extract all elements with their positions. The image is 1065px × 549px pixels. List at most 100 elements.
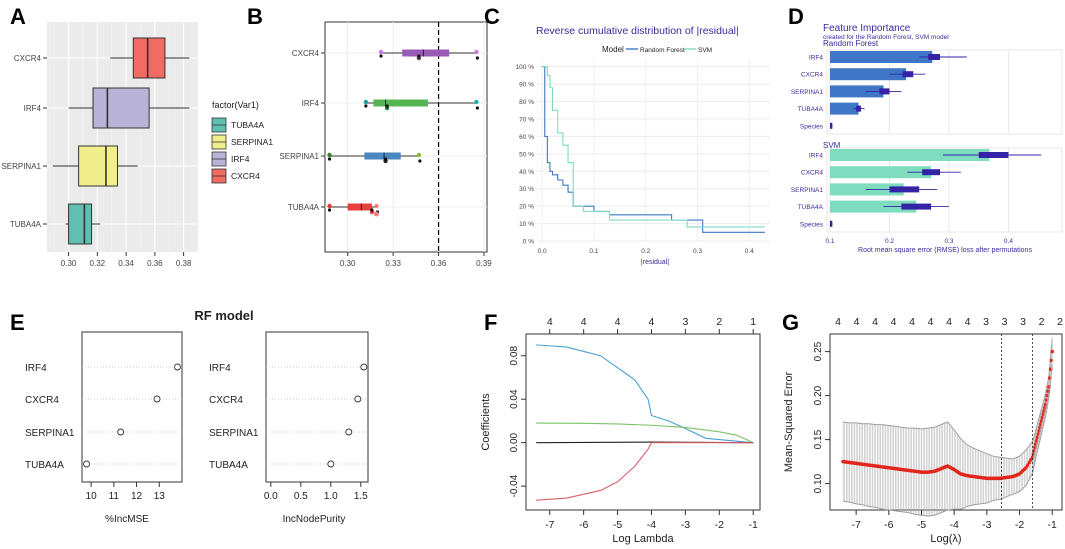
top-tick-label: 4	[946, 316, 952, 328]
x-tick-label: 0.38	[176, 259, 192, 268]
point-irf4	[475, 106, 480, 110]
point-serpina1	[416, 152, 422, 158]
box-irf4	[92, 87, 150, 129]
bar-cxcr4	[829, 68, 907, 81]
y-tick-label: 100 %	[516, 64, 535, 71]
panel-e: E RF model IRF4 CXCR4 SERPINA1 TUBA4A 10 11 12 13…	[10, 308, 369, 525]
chart-title: Reverse cumulative distribution of |resi…	[536, 25, 739, 37]
point-irf4	[385, 104, 389, 108]
y-tick-label: 60 %	[519, 134, 534, 141]
x-tick-label: 0.3	[944, 238, 953, 245]
box-irf4	[373, 99, 428, 107]
box-irf4	[978, 152, 1009, 158]
y-tick-label: TUBA4A	[209, 460, 248, 471]
top-tick-label: 4	[547, 316, 553, 328]
y-tick-label: SERPINA1	[791, 89, 824, 96]
y-tick-label: 0 %	[523, 239, 534, 246]
mse-point	[1024, 465, 1028, 470]
coef-path-blue	[536, 344, 754, 444]
bar-cxcr4	[829, 166, 932, 179]
point-tuba4a	[373, 211, 379, 217]
x-tick-label: 0.30	[61, 259, 77, 268]
x-axis-label: Root mean square error (RMSE) loss after…	[858, 247, 1032, 254]
group-label: Random Forest	[823, 39, 879, 48]
x-tick-label: 0.0	[264, 491, 278, 502]
y-tick-label: 10 %	[519, 221, 534, 228]
x-tick-label: -2	[715, 519, 724, 531]
point-cxcr4	[417, 54, 421, 58]
y-tick-label: 0.10	[813, 473, 824, 493]
point-irf4	[360, 363, 368, 371]
panel-letter-g: G	[782, 310, 799, 335]
top-tick-label: 4	[615, 316, 621, 328]
panel-letter-b: B	[247, 4, 263, 29]
box-serpina1	[364, 152, 401, 160]
x-axis-label: |residual|	[641, 259, 669, 266]
plot-frame	[324, 21, 488, 253]
x-tick-label: 0.33	[385, 259, 401, 268]
y-tick-label: IRF4	[809, 55, 823, 62]
y-tick-label: CXCR4	[801, 72, 823, 79]
legend-label-irf4: IRF4	[231, 154, 250, 164]
box-tuba4a	[347, 203, 372, 211]
series-line-svm	[542, 66, 765, 228]
x-tick-label: 0.32	[90, 259, 106, 268]
top-tick-label: 4	[649, 316, 655, 328]
top-tick-label: 2	[716, 316, 722, 328]
y-tick-label: IRF4	[809, 153, 823, 160]
x-axis-label: %IncMSE	[105, 514, 149, 525]
legend-label-rf: Random Forest	[640, 47, 685, 54]
x-tick-label: 1.0	[324, 491, 338, 502]
y-tick-label: 30 %	[519, 186, 534, 193]
y-tick-label: Species	[800, 123, 824, 130]
x-tick-label: 0.39	[476, 259, 492, 268]
bar-irf4	[829, 51, 933, 63]
x-tick-label: -3	[681, 519, 690, 531]
top-tick-label: 4	[854, 316, 860, 328]
panel-letter-a: A	[10, 4, 26, 29]
y-tick-label: 50 %	[519, 151, 534, 158]
mse-point	[1047, 385, 1051, 389]
y-tick-label: 90 %	[519, 82, 534, 89]
panel-g: G-7 -6 -5 -4 -3 -2 -14 4 4 4 4 4 4 4 3 3 3 2 20.100.150.20…	[782, 310, 1063, 545]
point-serpina1	[327, 157, 332, 161]
chart-subtitle: created for the Random Forest, SVM model	[823, 34, 949, 41]
point-serpina1	[383, 157, 388, 161]
mse-point	[1037, 429, 1041, 433]
mse-point	[1038, 425, 1042, 430]
bar-irf4	[829, 149, 990, 161]
mse-point	[1044, 398, 1049, 402]
panel-letter-f: F	[484, 310, 497, 335]
mse-point	[1043, 402, 1048, 407]
y-tick-label: 40 %	[519, 169, 534, 176]
x-tick-label: 1.5	[354, 491, 368, 502]
mse-point	[1036, 432, 1041, 436]
y-tick-label: SERPINA1	[279, 152, 319, 161]
point-cxcr4	[475, 56, 480, 60]
point-serpina1	[345, 428, 353, 436]
y-tick-label: CXCR4	[292, 49, 320, 58]
panel-c: C Reverse cumulative distribution of |res…	[484, 4, 770, 266]
point-irf4	[364, 104, 368, 108]
mse-point	[1034, 442, 1038, 446]
x-tick-label: -4	[949, 519, 958, 531]
y-tick-label: 80 %	[519, 99, 534, 106]
y-tick-label: 20 %	[519, 204, 534, 211]
x-tick-label: -5	[613, 519, 622, 531]
box-tuba4a	[68, 203, 93, 245]
panel-b: B TUBA4A SERPINA1 IRF4 CXCR4 0.30 0.33 0.36 0.39	[247, 4, 492, 268]
box-cxcr4	[902, 71, 914, 78]
y-tick-label: CXCR4	[25, 395, 59, 406]
point-serpina1	[327, 152, 332, 158]
mse-point	[1040, 415, 1045, 420]
point-serpina1	[418, 159, 422, 163]
top-tick-label: 3	[1002, 316, 1008, 328]
top-tick-label: 4	[835, 316, 841, 328]
box-serpina1	[78, 145, 118, 187]
bar-serpina1	[829, 85, 884, 98]
y-tick-label: CXCR4	[14, 54, 42, 63]
y-tick-label: SERPINA1	[791, 187, 824, 194]
point-irf4	[363, 99, 369, 105]
